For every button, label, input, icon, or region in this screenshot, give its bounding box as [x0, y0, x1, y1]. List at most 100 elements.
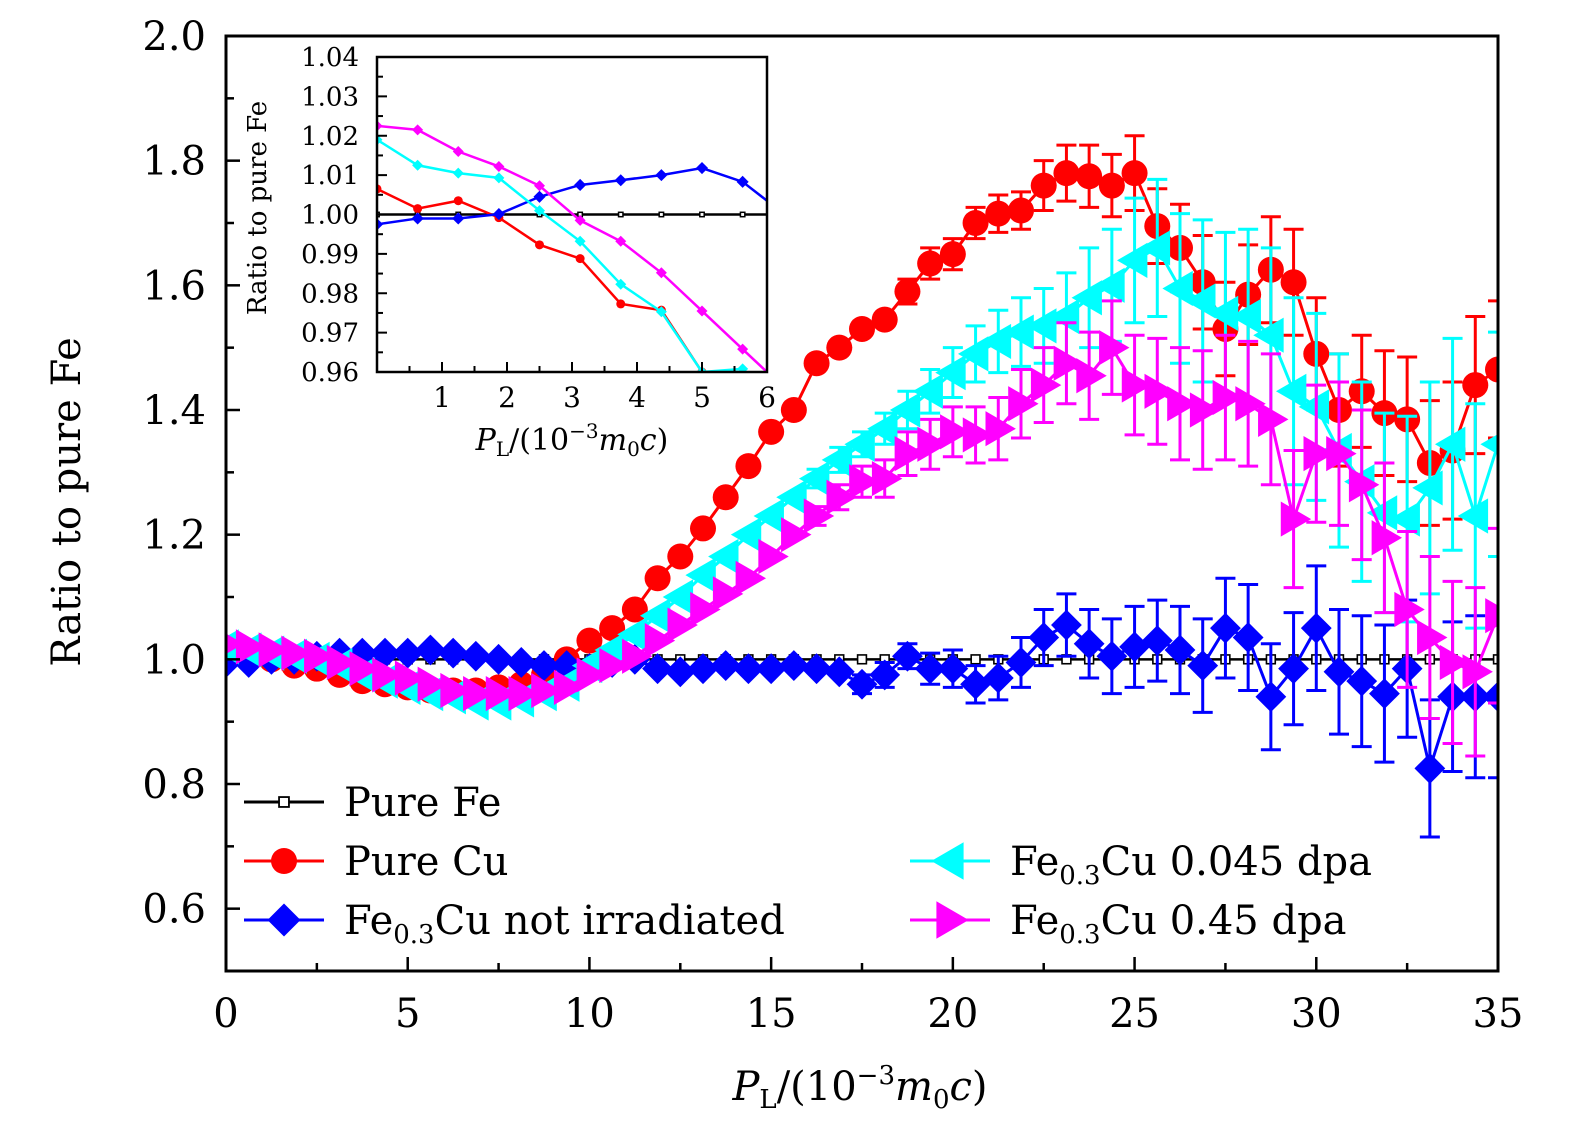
data-point	[962, 210, 989, 236]
data-point	[1005, 647, 1037, 678]
data-point	[528, 650, 560, 681]
legend-label-main: Fe	[1010, 898, 1059, 944]
inset-data-point	[413, 204, 423, 214]
inset-data-point	[614, 174, 627, 187]
data-point	[821, 442, 853, 478]
data-point	[1346, 665, 1378, 697]
legend-label: Fe0.3Cu 0.045 dpa	[1010, 839, 1372, 891]
data-point	[531, 672, 562, 709]
data-point	[463, 676, 494, 712]
inset-data-point	[493, 172, 505, 184]
data-point	[1048, 298, 1080, 335]
data-point	[664, 656, 696, 688]
data-point	[940, 414, 971, 450]
inset-data-point	[736, 175, 749, 188]
legend-label-main: Pure Cu	[344, 839, 509, 885]
inset-x-title-part: /(10	[509, 423, 569, 458]
data-point	[780, 397, 807, 423]
y-tick-label: 1.6	[142, 263, 206, 309]
inset-y-tick-label: 1.00	[301, 201, 359, 231]
data-point	[1258, 401, 1289, 437]
data-point	[1480, 434, 1498, 455]
data-point	[1162, 270, 1193, 307]
inset-data-point	[493, 160, 505, 172]
x-tick-label: 35	[1473, 991, 1524, 1037]
legend-marker	[931, 842, 964, 880]
legend-label-rest: Cu 0.045 dpa	[1101, 839, 1372, 885]
data-point	[778, 650, 810, 681]
data-point	[617, 616, 648, 652]
inset-x-tick-label: 1	[433, 381, 451, 414]
data-point	[1232, 622, 1264, 653]
data-point	[1371, 520, 1403, 556]
data-point	[1051, 609, 1082, 641]
data-point	[394, 660, 426, 696]
y-tick-label: 1.4	[142, 388, 206, 434]
inset-y-tick-label: 1.02	[301, 122, 359, 152]
inset-series-fe0-3cu-0-045-dpa	[377, 134, 749, 372]
y-tick-label: 1.2	[142, 513, 206, 559]
data-point	[1096, 640, 1128, 672]
data-point	[1485, 598, 1498, 634]
data-point	[849, 315, 875, 342]
data-point	[258, 632, 290, 668]
data-point	[644, 623, 676, 659]
inset-data-point	[737, 363, 749, 372]
data-point	[1030, 367, 1062, 403]
inset-data-point	[453, 196, 463, 206]
data-point	[985, 200, 1012, 227]
x-axis-title: PL/(10−3m0c)	[732, 1061, 988, 1115]
data-point	[871, 306, 898, 333]
data-point	[440, 672, 471, 709]
x-title-m: m	[895, 1064, 933, 1110]
legend-label-main: Fe	[344, 898, 393, 944]
data-point	[894, 278, 921, 305]
inset-x-title-part: −3	[569, 419, 598, 443]
inset-x-tick-label: 5	[693, 381, 711, 414]
data-point	[639, 598, 671, 634]
data-point	[1187, 650, 1219, 681]
data-point	[621, 596, 648, 623]
data-point	[1141, 625, 1173, 657]
data-point	[281, 635, 312, 671]
data-point	[304, 638, 335, 674]
data-point	[1116, 242, 1148, 278]
data-point	[755, 653, 787, 685]
data-point	[1164, 634, 1196, 666]
data-point	[823, 656, 855, 688]
inset-data-point	[377, 218, 384, 231]
data-point	[935, 355, 966, 391]
inset-data-point	[655, 267, 667, 279]
legend-item-pure-cu: Pure Cu	[244, 839, 509, 885]
data-point	[685, 557, 716, 593]
inset-data-point	[615, 278, 627, 290]
inset-data-point	[695, 161, 709, 175]
inset-x-tick-label: 4	[628, 381, 646, 414]
data-point	[1280, 269, 1307, 296]
legend-label-subscript: 0.3	[1059, 920, 1100, 950]
data-point	[1073, 628, 1105, 660]
inset-y-tick-label: 0.98	[301, 279, 359, 309]
data-point	[1394, 591, 1425, 628]
data-point	[1417, 619, 1448, 656]
data-point	[642, 653, 673, 685]
inset-data-point	[696, 305, 708, 317]
inset-data-point	[617, 211, 624, 218]
x-title-sup: −3	[857, 1061, 895, 1091]
data-point	[483, 643, 514, 675]
inset-series-fe0-3cu-0-45-dpa	[377, 120, 767, 372]
main-plot	[226, 134, 1498, 839]
inset-x-tick-label: 6	[758, 381, 776, 414]
inset-data-point	[574, 178, 587, 192]
legend-item-fe0-3cu-not-irradiated: Fe0.3Cu not irradiated	[244, 898, 785, 950]
inset-y-tick-label: 1.03	[301, 82, 359, 112]
data-point	[894, 436, 926, 472]
data-point	[235, 629, 267, 665]
data-point	[508, 676, 539, 712]
data-point	[871, 460, 903, 497]
inset-y-tick-label: 0.96	[301, 358, 359, 388]
data-point	[1434, 426, 1466, 462]
data-point	[690, 515, 716, 542]
x-title-p: P	[732, 1064, 761, 1110]
